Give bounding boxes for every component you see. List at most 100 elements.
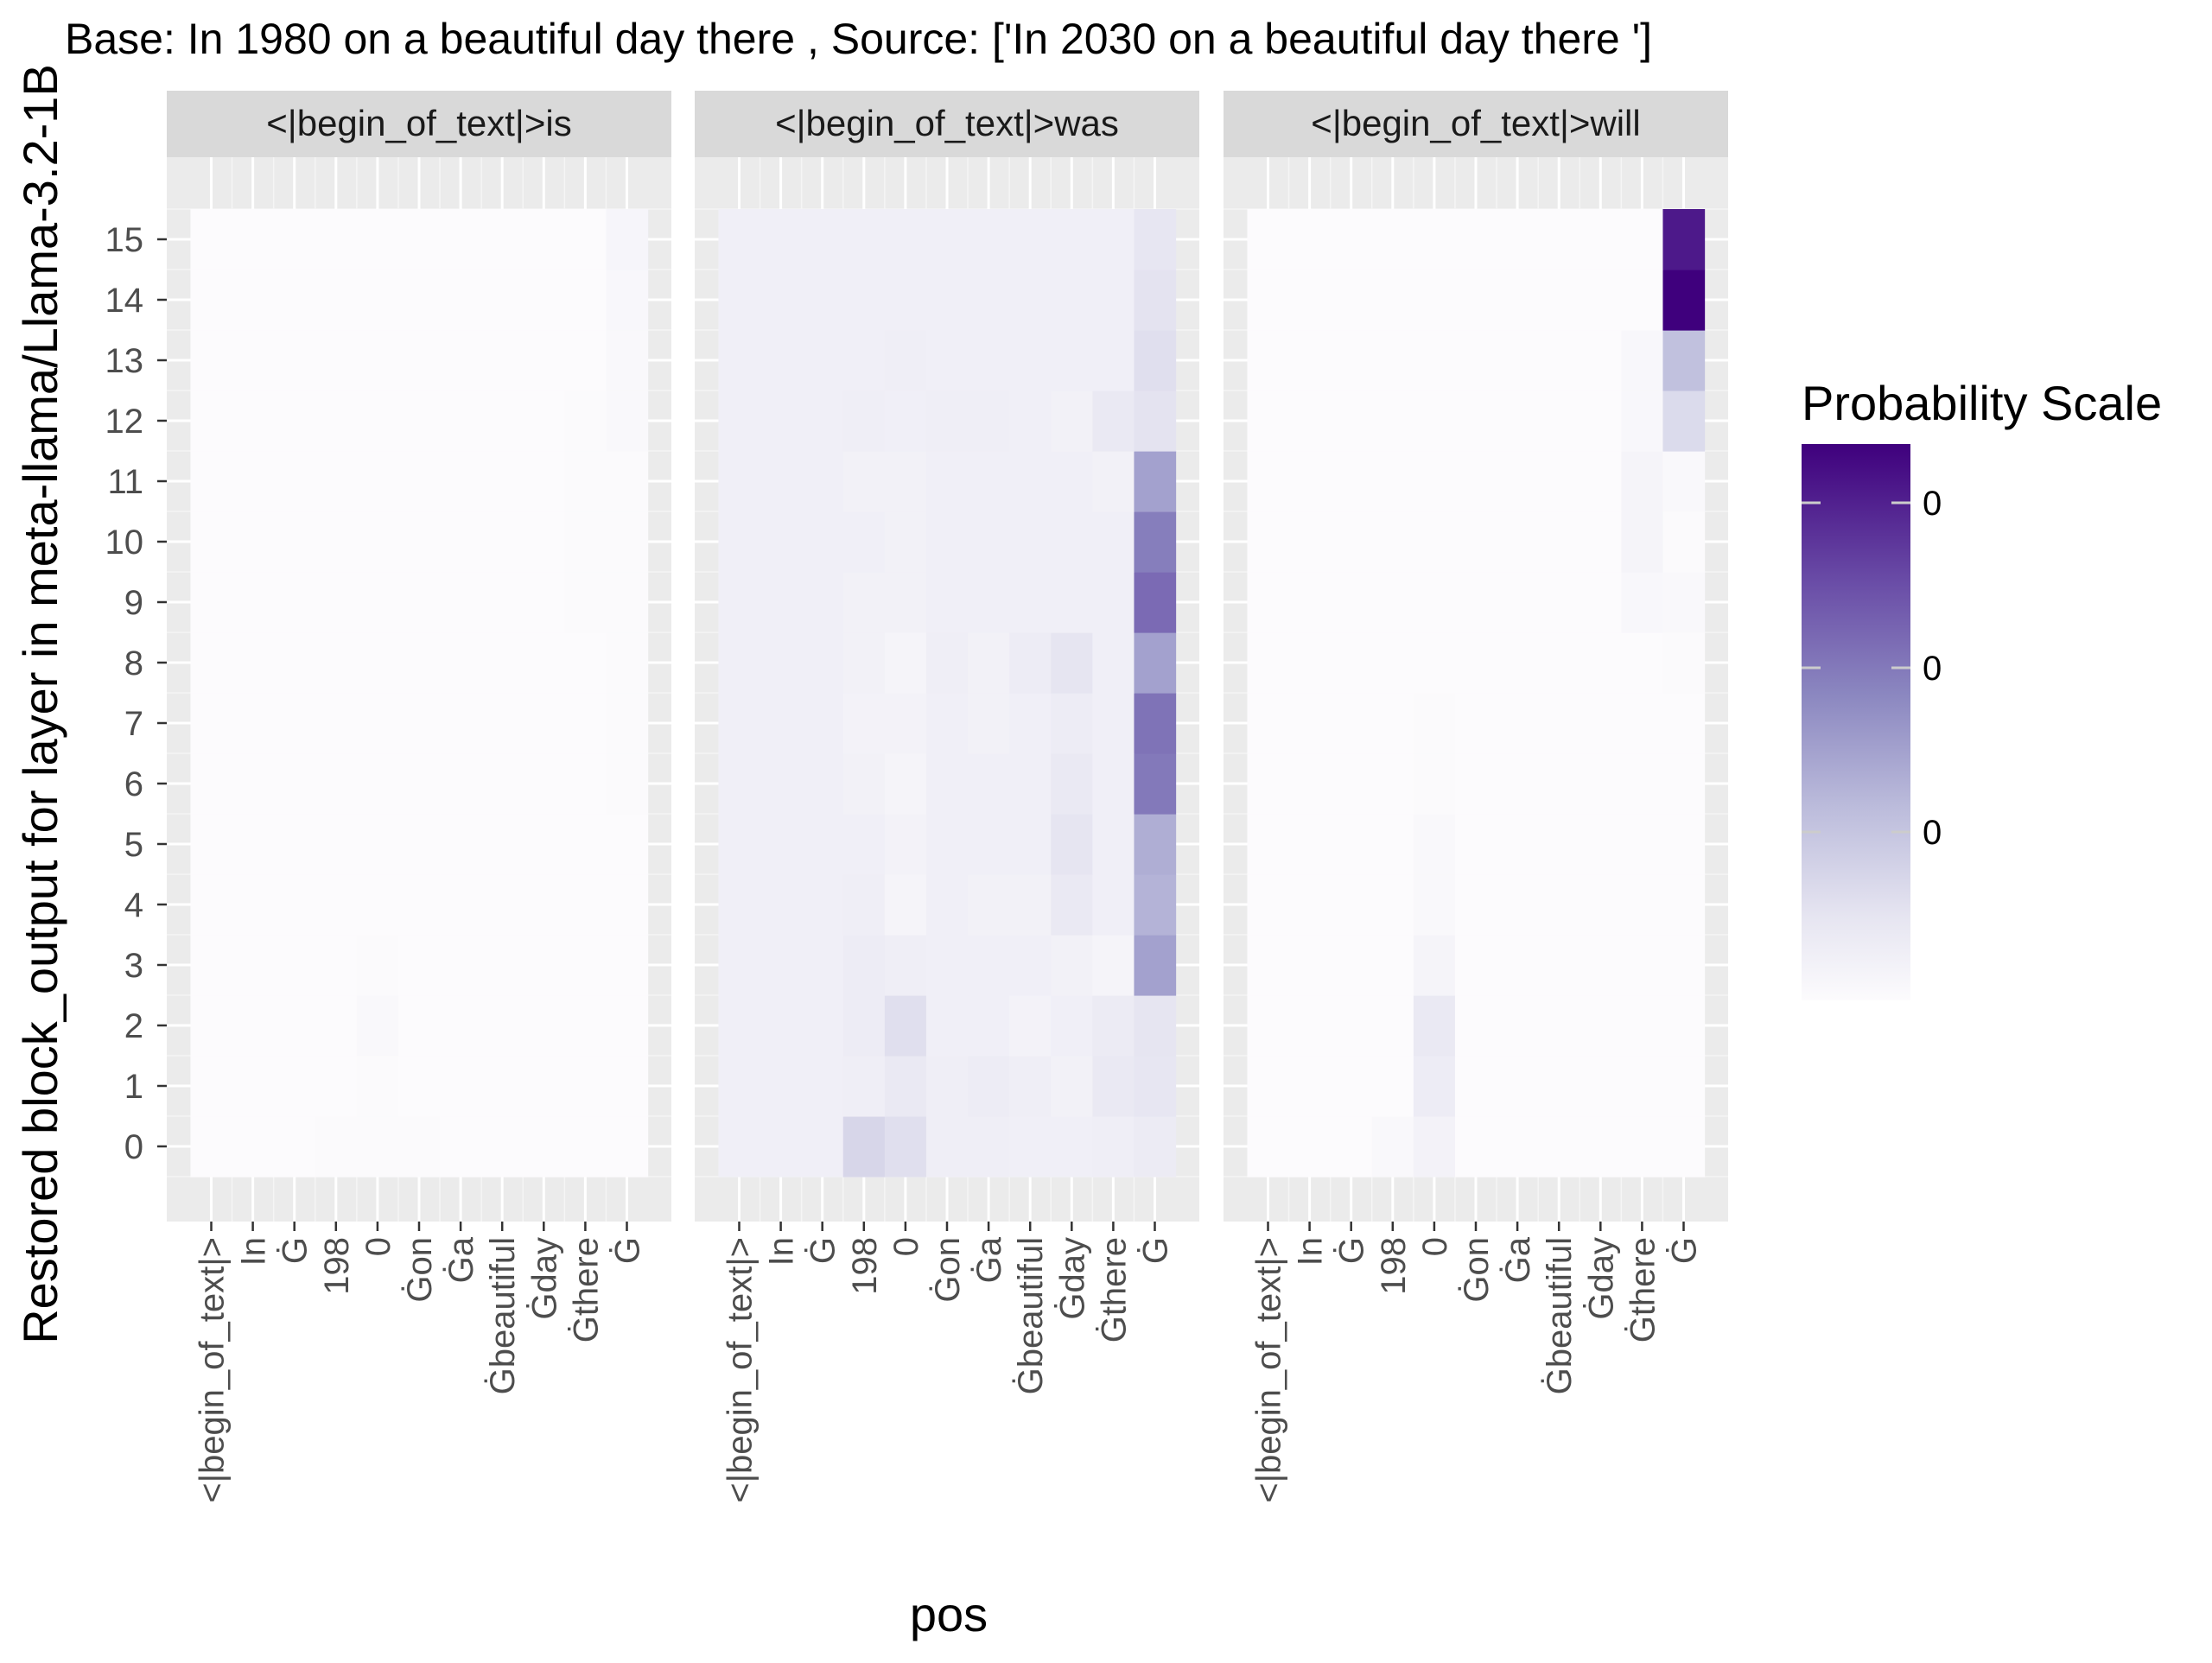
heat-tile	[1330, 330, 1373, 391]
heat-tile	[884, 995, 927, 1057]
heat-tile	[1092, 451, 1135, 512]
heat-tile	[1454, 814, 1497, 875]
heat-tile	[1580, 935, 1622, 996]
heat-tile	[1497, 270, 1539, 331]
heat-tile	[564, 1116, 607, 1177]
heat-tile	[718, 209, 761, 270]
heat-tile	[925, 330, 969, 391]
heat-tile	[718, 693, 761, 754]
x-tick-label: Ġon	[400, 1237, 439, 1303]
heat-tile	[564, 330, 607, 391]
x-tick-label: Ġ	[608, 1237, 647, 1264]
heat-tile	[1247, 995, 1290, 1057]
heat-tile	[1330, 995, 1373, 1057]
heat-tile	[1288, 935, 1332, 996]
heat-tile	[1580, 995, 1622, 1057]
heat-tile	[1330, 572, 1373, 633]
heat-tile	[1662, 935, 1706, 996]
heat-tile	[760, 874, 803, 936]
heat-tile	[190, 1116, 233, 1177]
heat-tile	[968, 935, 1010, 996]
heat-tile	[1330, 814, 1373, 875]
y-tick-label: 1	[124, 1068, 143, 1106]
x-axis-title: pos	[910, 1587, 988, 1641]
heat-tile	[1413, 330, 1456, 391]
legend-colorbar	[1802, 444, 1910, 1000]
heat-tile	[606, 1116, 649, 1177]
y-axis-title: Restored block_output for layer in meta-…	[13, 64, 67, 1344]
heat-tile	[1580, 632, 1622, 694]
heat-tile	[760, 511, 803, 573]
heat-tile	[1134, 814, 1177, 875]
heat-tile	[190, 209, 233, 270]
heat-tile	[1413, 874, 1456, 936]
heat-tile	[1621, 330, 1664, 391]
heat-tile	[1288, 451, 1332, 512]
heat-tile	[801, 753, 844, 815]
heat-tile	[606, 330, 649, 391]
heat-tile	[1009, 209, 1052, 270]
y-tick-label: 15	[105, 221, 144, 259]
facet-strip-label: <|begin_of_text|>will	[1311, 103, 1640, 143]
heat-tile	[1092, 632, 1135, 694]
heat-tile	[1092, 753, 1135, 815]
heat-tile	[356, 511, 399, 573]
heat-tile	[760, 1056, 803, 1117]
heat-tile	[1497, 753, 1539, 815]
heat-tile	[190, 390, 233, 452]
heat-tile	[190, 451, 233, 512]
heat-tile	[718, 1116, 761, 1177]
heat-tile	[315, 632, 358, 694]
heat-tile	[1662, 632, 1706, 694]
heat-tile	[1454, 1056, 1497, 1117]
heat-tile	[1009, 814, 1052, 875]
y-tick-label: 14	[105, 282, 144, 320]
heat-tile	[1330, 1116, 1373, 1177]
heat-tile	[440, 1056, 482, 1117]
heat-tile	[190, 270, 233, 331]
heat-tile	[190, 1056, 233, 1117]
heat-tile	[315, 1056, 358, 1117]
heat-tile	[1371, 451, 1414, 512]
heat-tile	[606, 1056, 649, 1117]
heat-tile	[1538, 209, 1580, 270]
heat-tile	[1662, 270, 1706, 331]
heat-tile	[1497, 1116, 1539, 1177]
heat-tile	[1009, 511, 1052, 573]
heat-tile	[1247, 693, 1290, 754]
facet-strip-label: <|begin_of_text|>is	[266, 103, 571, 143]
heat-tile	[440, 270, 482, 331]
heat-tile	[1330, 209, 1373, 270]
heat-tile	[1288, 511, 1332, 573]
heat-tile	[1288, 390, 1332, 452]
heat-tile	[564, 511, 607, 573]
y-tick-label: 4	[124, 886, 143, 924]
x-tick-label: In	[235, 1237, 273, 1266]
heat-tile	[564, 995, 607, 1057]
x-tick-label: Ġa	[1498, 1236, 1537, 1283]
heat-tile	[356, 1116, 399, 1177]
heat-tile	[356, 1056, 399, 1117]
heat-tile	[1621, 995, 1664, 1057]
heat-tile	[523, 935, 565, 996]
heat-tile	[523, 874, 565, 936]
heat-tile	[718, 814, 761, 875]
heat-tile	[1621, 270, 1664, 331]
heat-tile	[1134, 572, 1177, 633]
heat-tile	[1009, 390, 1052, 452]
heat-tile	[1051, 1056, 1093, 1117]
heat-tile	[606, 270, 649, 331]
heat-tile	[1009, 572, 1052, 633]
heat-tile	[842, 270, 886, 331]
heat-tile	[1134, 451, 1177, 512]
heat-tile	[397, 814, 441, 875]
heat-tile	[232, 572, 275, 633]
heat-tile	[801, 390, 844, 452]
heat-tile	[1454, 632, 1497, 694]
heat-tile	[1247, 209, 1290, 270]
heat-tile	[1051, 693, 1093, 754]
heat-tile	[273, 511, 316, 573]
heat-tile	[1580, 511, 1622, 573]
heat-tile	[968, 632, 1010, 694]
heat-tile	[315, 390, 358, 452]
